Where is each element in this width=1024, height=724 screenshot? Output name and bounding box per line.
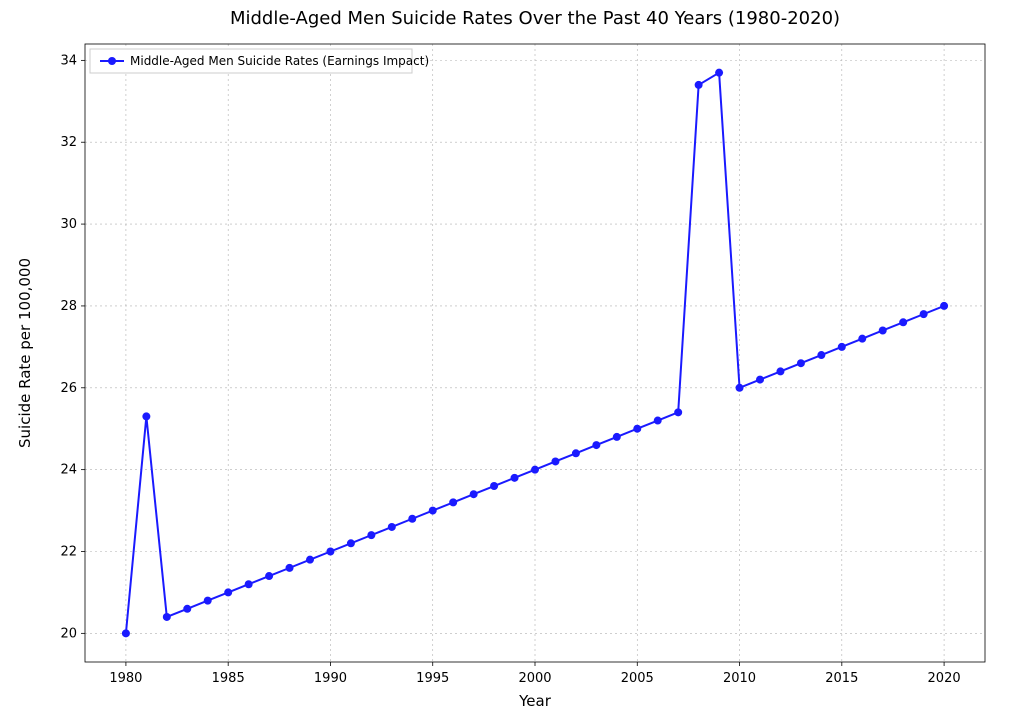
x-tick-label: 2020 bbox=[928, 671, 961, 686]
data-marker bbox=[306, 556, 314, 564]
data-marker bbox=[858, 335, 866, 343]
x-tick-label: 2005 bbox=[621, 671, 654, 686]
legend-label: Middle-Aged Men Suicide Rates (Earnings … bbox=[130, 54, 429, 68]
data-marker bbox=[245, 580, 253, 588]
data-marker bbox=[715, 69, 723, 77]
data-marker bbox=[592, 441, 600, 449]
data-marker bbox=[490, 482, 498, 490]
data-marker bbox=[674, 408, 682, 416]
x-axis-label: Year bbox=[518, 692, 552, 710]
data-marker bbox=[183, 605, 191, 613]
x-tick-label: 2000 bbox=[518, 671, 551, 686]
data-marker bbox=[388, 523, 396, 531]
data-marker bbox=[940, 302, 948, 310]
data-marker bbox=[429, 507, 437, 515]
data-marker bbox=[142, 412, 150, 420]
data-marker bbox=[654, 417, 662, 425]
data-marker bbox=[122, 629, 130, 637]
data-marker bbox=[163, 613, 171, 621]
legend-marker-icon bbox=[108, 57, 116, 65]
x-tick-label: 1995 bbox=[416, 671, 449, 686]
y-tick-label: 28 bbox=[60, 299, 77, 314]
y-tick-label: 34 bbox=[60, 53, 77, 68]
data-marker bbox=[920, 310, 928, 318]
y-tick-label: 24 bbox=[60, 463, 77, 478]
data-marker bbox=[204, 597, 212, 605]
data-marker bbox=[347, 539, 355, 547]
y-tick-label: 20 bbox=[60, 626, 77, 641]
y-axis-label: Suicide Rate per 100,000 bbox=[16, 258, 34, 448]
data-marker bbox=[572, 449, 580, 457]
y-tick-label: 32 bbox=[60, 135, 77, 150]
data-marker bbox=[326, 547, 334, 555]
data-marker bbox=[286, 564, 294, 572]
x-tick-label: 2010 bbox=[723, 671, 756, 686]
data-marker bbox=[899, 318, 907, 326]
data-marker bbox=[511, 474, 519, 482]
y-tick-label: 30 bbox=[60, 217, 77, 232]
data-marker bbox=[695, 81, 703, 89]
data-marker bbox=[736, 384, 744, 392]
data-marker bbox=[838, 343, 846, 351]
data-marker bbox=[817, 351, 825, 359]
x-tick-label: 1980 bbox=[109, 671, 142, 686]
data-marker bbox=[449, 498, 457, 506]
line-chart: 1980198519901995200020052010201520202022… bbox=[0, 0, 1024, 724]
y-tick-label: 22 bbox=[60, 544, 77, 559]
x-tick-label: 1985 bbox=[212, 671, 245, 686]
data-marker bbox=[633, 425, 641, 433]
data-marker bbox=[265, 572, 273, 580]
y-tick-label: 26 bbox=[60, 381, 77, 396]
data-marker bbox=[756, 376, 764, 384]
data-marker bbox=[613, 433, 621, 441]
data-marker bbox=[224, 588, 232, 596]
data-marker bbox=[776, 367, 784, 375]
chart-title: Middle-Aged Men Suicide Rates Over the P… bbox=[230, 8, 840, 29]
data-marker bbox=[879, 326, 887, 334]
data-marker bbox=[408, 515, 416, 523]
data-marker bbox=[367, 531, 375, 539]
data-marker bbox=[531, 466, 539, 474]
data-marker bbox=[797, 359, 805, 367]
chart-container: 1980198519901995200020052010201520202022… bbox=[0, 0, 1024, 724]
x-tick-label: 1990 bbox=[314, 671, 347, 686]
x-tick-label: 2015 bbox=[825, 671, 858, 686]
data-marker bbox=[551, 457, 559, 465]
data-marker bbox=[470, 490, 478, 498]
